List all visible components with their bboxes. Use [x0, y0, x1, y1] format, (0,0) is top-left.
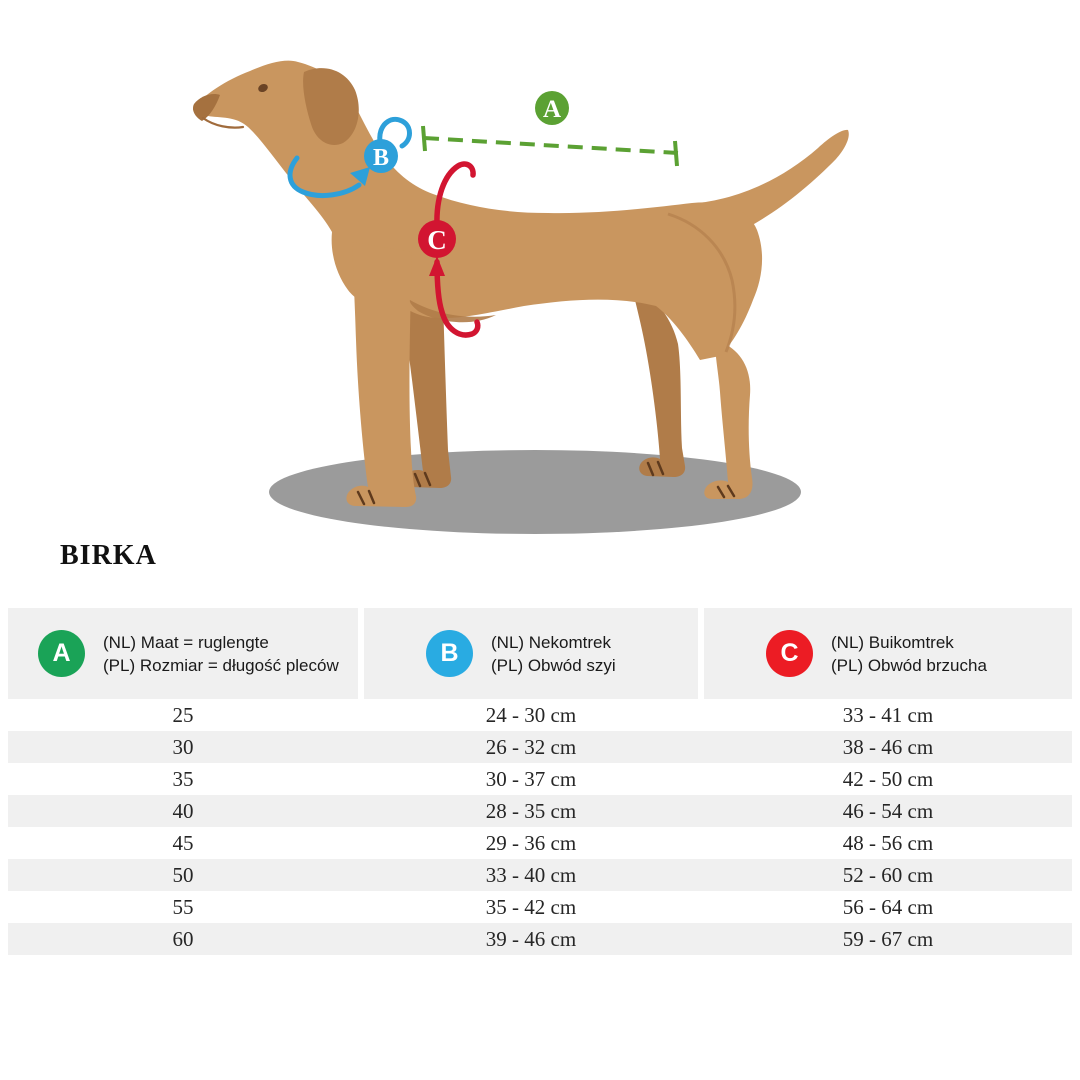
column-header-belly-girth-label: (NL) Buikomtrek (PL) Obwód brzucha	[831, 631, 987, 677]
dog-front-leg-near	[346, 242, 417, 507]
neck-range: 28 - 35 cm	[485, 798, 577, 823]
column-header-back-length-label: (NL) Maat = ruglengte (PL) Rozmiar = dłu…	[103, 631, 339, 677]
header-b-line2: (PL) Obwód szyi	[491, 655, 616, 675]
marker-b-circle	[364, 139, 398, 173]
neck-loop-arc	[287, 155, 362, 198]
back-length-annotation: A	[421, 91, 679, 167]
neck-range: 39 - 46 cm	[485, 926, 577, 951]
belly-range: 38 - 46 cm	[842, 734, 934, 759]
table-row: 45 29 - 36 cm 48 - 56 cm	[8, 827, 1072, 859]
dog-belly-shading	[409, 300, 496, 323]
header-a-line2: (PL) Rozmiar = długość pleców	[103, 655, 339, 675]
dog-thigh-crease	[667, 212, 737, 353]
table-row: 40 28 - 35 cm 46 - 54 cm	[8, 795, 1072, 827]
dog-body	[192, 60, 763, 360]
belly-arrowhead-icon	[429, 256, 445, 276]
badge-c: C	[766, 630, 813, 677]
dashed-line-left-tick	[421, 125, 427, 152]
marker-a-circle	[535, 91, 569, 125]
size-value: 30	[172, 734, 194, 759]
neck-loop-hook	[377, 116, 412, 149]
table-row: 60 39 - 46 cm 59 - 67 cm	[8, 923, 1072, 955]
dog-nose-icon	[192, 94, 220, 121]
dashed-line-right-tick	[673, 140, 679, 167]
header-a-line1: (NL) Maat = ruglengte	[103, 632, 269, 652]
belly-range: 48 - 56 cm	[842, 830, 934, 855]
table-row: 25 24 - 30 cm 33 - 41 cm	[8, 699, 1072, 731]
belly-range: 52 - 60 cm	[842, 862, 934, 887]
neck-range: 30 - 37 cm	[485, 766, 577, 791]
header-b-line1: (NL) Nekomtrek	[491, 632, 611, 652]
size-value: 60	[172, 926, 194, 951]
column-header-back-length: A (NL) Maat = ruglengte (PL) Rozmiar = d…	[8, 608, 358, 699]
dog-ear	[303, 68, 359, 145]
size-table: A (NL) Maat = ruglengte (PL) Rozmiar = d…	[0, 608, 1080, 955]
marker-a-letter: A	[543, 96, 561, 123]
belly-range: 56 - 64 cm	[842, 894, 934, 919]
dog-eye	[258, 83, 268, 93]
neck-girth-annotation: B	[287, 116, 412, 198]
marker-c-circle	[418, 220, 456, 258]
size-value: 45	[172, 830, 194, 855]
table-body: 25 24 - 30 cm 33 - 41 cm 30 26 - 32 cm 3…	[8, 699, 1072, 955]
dog-rear-leg-far	[630, 278, 686, 477]
table-row: 55 35 - 42 cm 56 - 64 cm	[8, 891, 1072, 923]
belly-range: 33 - 41 cm	[842, 702, 934, 727]
neck-arrowhead-icon	[350, 167, 370, 186]
size-value: 50	[172, 862, 194, 887]
neck-range: 24 - 30 cm	[485, 702, 577, 727]
belly-arc-top	[434, 161, 476, 229]
neck-range: 33 - 40 cm	[485, 862, 577, 887]
neck-range: 29 - 36 cm	[485, 830, 577, 855]
page-title: BIRKA	[60, 540, 157, 571]
belly-range: 46 - 54 cm	[842, 798, 934, 823]
dog-rear-leg-near	[704, 340, 753, 499]
belly-arc-bottom	[434, 259, 481, 338]
dog-illustration	[192, 60, 849, 507]
column-header-neck-girth-label: (NL) Nekomtrek (PL) Obwód szyi	[491, 631, 616, 677]
header-c-line1: (NL) Buikomtrek	[831, 632, 954, 652]
table-row: 35 30 - 37 cm 42 - 50 cm	[8, 763, 1072, 795]
column-header-belly-girth: C (NL) Buikomtrek (PL) Obwód brzucha	[704, 608, 1072, 699]
size-value: 55	[172, 894, 194, 919]
belly-range: 42 - 50 cm	[842, 766, 934, 791]
table-row: 30 26 - 32 cm 38 - 46 cm	[8, 731, 1072, 763]
belly-girth-annotation: C	[418, 161, 481, 338]
marker-c-letter: C	[427, 225, 447, 255]
table-header-row: A (NL) Maat = ruglengte (PL) Rozmiar = d…	[8, 608, 1072, 699]
badge-b: B	[426, 630, 473, 677]
neck-range: 26 - 32 cm	[485, 734, 577, 759]
header-c-line2: (PL) Obwód brzucha	[831, 655, 987, 675]
neck-range: 35 - 42 cm	[485, 894, 577, 919]
marker-b-letter: B	[373, 145, 389, 171]
belly-range: 59 - 67 cm	[842, 926, 934, 951]
dog-mouth-line	[201, 116, 245, 129]
size-value: 35	[172, 766, 194, 791]
back-length-dashed-line	[423, 136, 679, 155]
dog-toe-lines	[356, 460, 736, 506]
table-row: 50 33 - 40 cm 52 - 60 cm	[8, 859, 1072, 891]
size-value: 40	[172, 798, 194, 823]
badge-a: A	[38, 630, 85, 677]
column-header-neck-girth: B (NL) Nekomtrek (PL) Obwód szyi	[364, 608, 698, 699]
dog-measurement-diagram: A B C	[192, 60, 849, 534]
size-value: 25	[172, 702, 194, 727]
